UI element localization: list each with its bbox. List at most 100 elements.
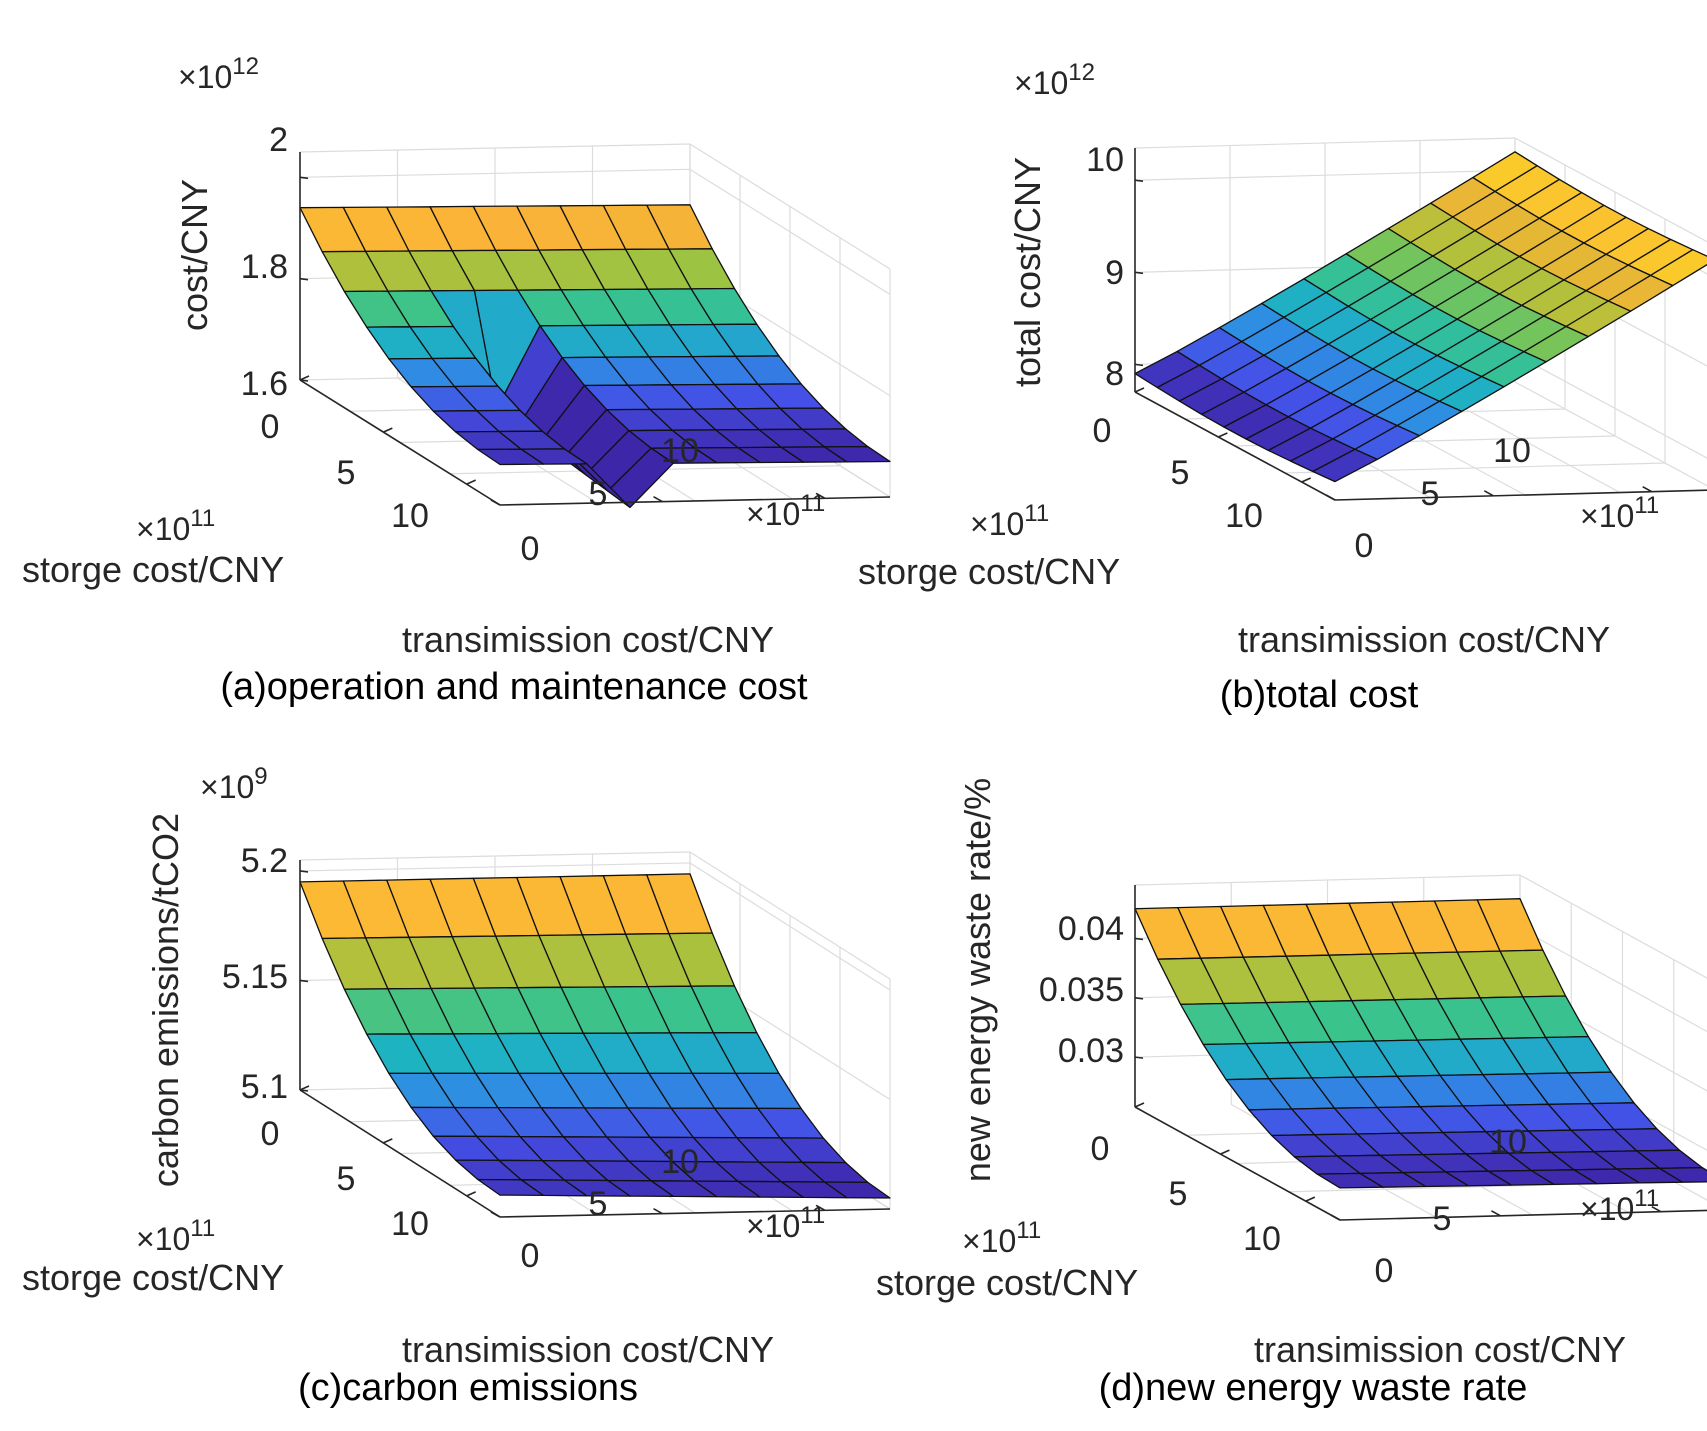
panel-d-x-multiplier: ×1011	[1580, 1185, 1659, 1227]
panel-b-z-label: total cost/CNY	[1007, 157, 1048, 387]
panel-d-y-multiplier: ×1011	[962, 1217, 1041, 1259]
panel-a-x-tick-mark-0	[490, 499, 501, 506]
panel-d-y-tick-1: 5	[1169, 1175, 1188, 1213]
panel-a-z-tick-2: 2	[269, 121, 288, 159]
panel-a-axes	[299, 152, 891, 506]
panel-b-x-tick-mark-1	[1483, 490, 1494, 497]
panel-c-axes	[299, 860, 891, 1218]
panel-c-surface	[299, 873, 891, 1199]
panel-a: ×1012 2 1.8 1.6 cost/CNY 0 5 10 0 5 10 ×…	[22, 53, 891, 708]
panel-a-surface-facet	[477, 448, 544, 466]
panel-c-x-multiplier: ×1011	[746, 1202, 825, 1244]
panel-a-x-multiplier: ×1011	[746, 490, 825, 532]
panel-c-surface-facet	[477, 1178, 544, 1197]
panel-b-z-tick-1: 9	[1105, 254, 1124, 292]
panel-b-y-multiplier: ×1011	[970, 500, 1049, 542]
panel-b-x-tick-2: 10	[1493, 432, 1531, 470]
panel-d-axes	[1134, 885, 1707, 1221]
panel-b-z-tick-0: 8	[1105, 355, 1124, 393]
panel-a-grid-z-2	[299, 168, 891, 295]
panel-d-z-tick-mark-1	[1134, 996, 1144, 1000]
panel-b: ×1012 10 9 8 total cost/CNY 0 5 10 0 5 1…	[858, 59, 1707, 716]
panel-b-axes	[1134, 148, 1707, 501]
panel-c-y-multiplier: ×1011	[136, 1215, 215, 1257]
panel-c-x-axis-line	[499, 1208, 891, 1218]
panel-b-x-tick-mark-0	[1325, 494, 1336, 501]
panel-b-x-label: transimission cost/CNY	[1238, 619, 1610, 660]
panel-a-z-tick-0: 1.6	[241, 365, 288, 403]
panel-d-z-tick-2: 0.04	[1058, 910, 1124, 948]
panel-d-x-tick-2: 10	[1489, 1123, 1527, 1161]
panel-a-z-label: cost/CNY	[174, 179, 215, 331]
panel-a-x-tick-mark-2	[815, 492, 826, 500]
panel-b-x-tick-mark-2	[1642, 485, 1653, 493]
panel-c-x-tick-1: 5	[589, 1185, 608, 1223]
panel-c-x-tick-2: 10	[661, 1143, 699, 1181]
panel-c-caption: (c)carbon emissions	[298, 1367, 638, 1409]
panel-a-z-multiplier: ×1012	[178, 53, 259, 95]
panel-c-z-tick-mark-1	[299, 979, 309, 983]
panel-c-z-label: carbon emissions/tCO2	[145, 813, 186, 1187]
panel-c-x-tick-mark-2	[815, 1204, 826, 1212]
panel-b-surface-facet	[1312, 448, 1378, 483]
panel-b-y-tick-mark-0	[1134, 387, 1145, 393]
panel-b-x-tick-0: 0	[1355, 527, 1374, 565]
panel-c-y-tick-1: 5	[337, 1160, 356, 1198]
panel-b-z-tick-mark-1	[1134, 271, 1144, 275]
panel-c-y-tick-mark-2	[466, 1191, 476, 1197]
panel-d-x-tick-mark-0	[1330, 1214, 1341, 1221]
panel-b-z-tick-mark-0	[1134, 363, 1144, 367]
panel-a-x-tick-mark-1	[653, 495, 663, 503]
panel-a-x-label: transimission cost/CNY	[402, 619, 774, 660]
panel-d-x-tick-0: 0	[1375, 1252, 1394, 1290]
panel-c-y-tick-mark-0	[299, 1085, 310, 1091]
panel-c-z-tick-mark-2	[299, 870, 309, 873]
panel-c-z-multiplier: ×109	[200, 763, 268, 805]
panel-d-y-tick-2: 10	[1243, 1220, 1281, 1258]
panel-c-z-tick-1: 5.15	[222, 958, 288, 996]
panel-d-z-tick-mark-2	[1134, 937, 1144, 941]
panel-d-y-tick-mark-2	[1305, 1196, 1316, 1202]
panel-b-y-tick-0: 0	[1093, 412, 1112, 450]
panel-d-caption: (d)new energy waste rate	[1099, 1367, 1528, 1409]
panel-c-y-label: storge cost/CNY	[22, 1257, 284, 1298]
panel-a-surface	[299, 204, 891, 509]
panel-c-z-tick-0: 5.1	[241, 1068, 288, 1106]
panel-c-x-tick-mark-1	[653, 1207, 663, 1215]
panel-d-surface	[1134, 898, 1707, 1189]
panel-b-z-multiplier: ×1012	[1014, 59, 1095, 101]
panel-d-z-tick-1: 0.035	[1039, 971, 1124, 1009]
panel-a-y-tick-mark-0	[299, 375, 310, 381]
panel-c-grid-z-2	[299, 862, 891, 991]
panel-c-x-tick-0: 0	[521, 1237, 540, 1275]
panel-b-y-tick-1: 5	[1171, 454, 1190, 492]
panel-d-z-tick-0: 0.03	[1058, 1032, 1124, 1070]
panel-a-x-tick-1: 5	[589, 475, 608, 513]
panel-a-y-tick-2: 10	[391, 497, 429, 535]
panel-c-y-tick-2: 10	[391, 1205, 429, 1243]
panel-a-x-tick-0: 0	[521, 530, 540, 568]
panel-b-surface	[1134, 151, 1707, 483]
panel-a-y-tick-0: 0	[261, 408, 280, 446]
panel-b-x-multiplier: ×1011	[1580, 492, 1659, 534]
panel-a-y-tick-1: 5	[337, 454, 356, 492]
panel-d-x-tick-mark-1	[1491, 1210, 1501, 1217]
panel-b-y-label: storge cost/CNY	[858, 551, 1120, 592]
panel-a-x-tick-2: 10	[661, 432, 699, 470]
panel-c-y-tick-mark-1	[383, 1138, 393, 1144]
panel-d-z-tick-mark-0	[1134, 1056, 1144, 1059]
panel-d-surface-facet	[1316, 1172, 1384, 1189]
panel-d-y-tick-mark-1	[1220, 1149, 1230, 1155]
panel-b-x-tick-1: 5	[1421, 475, 1440, 513]
panel-d-y-label: storge cost/CNY	[876, 1262, 1138, 1303]
panel-a-y-label: storge cost/CNY	[22, 549, 284, 590]
panel-a-z-tick-1: 1.8	[241, 248, 288, 286]
panel-b-y-tick-mark-2	[1301, 477, 1311, 483]
panel-c: ×109 5.2 5.15 5.1 carbon emissions/tCO2 …	[22, 763, 891, 1409]
panel-a-x-axis-line	[499, 496, 891, 506]
panel-d-x-tick-1: 5	[1433, 1200, 1452, 1238]
panel-a-y-tick-mark-2	[466, 479, 476, 485]
panel-d: 0.04 0.035 0.03 new energy waste rate/% …	[876, 778, 1707, 1409]
panel-c-z-tick-2: 5.2	[241, 842, 288, 880]
